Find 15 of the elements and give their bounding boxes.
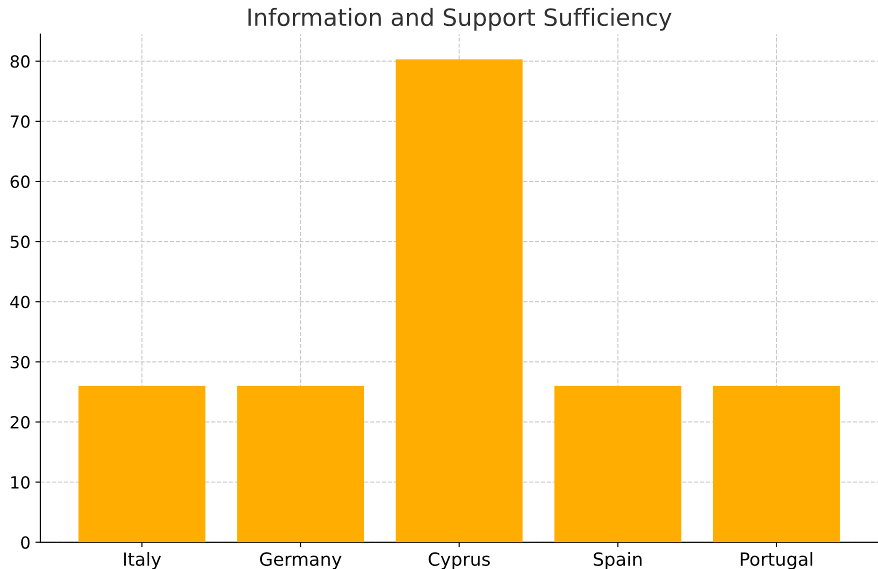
x-tick-label: Spain (594, 552, 642, 569)
y-tick-label: 40 (10, 296, 30, 308)
y-tick-label: 20 (10, 416, 30, 429)
y-tick-label: 30 (10, 356, 30, 368)
y-tick-label: 0 (21, 536, 30, 549)
y-tick-label: 80 (10, 55, 30, 68)
y-tick-label: 50 (10, 236, 30, 248)
y-tick-label: 60 (10, 175, 30, 188)
x-tick-label: Germany (260, 552, 342, 569)
y-tick-label: 70 (10, 115, 30, 128)
chart-title: Information and Support Sufficiency (248, 8, 672, 31)
x-tick-label: Cyprus (428, 552, 490, 569)
y-tick-label: 10 (11, 476, 30, 489)
x-tick-label: Italy (124, 552, 161, 569)
x-tick-label: Portugal (740, 552, 812, 569)
